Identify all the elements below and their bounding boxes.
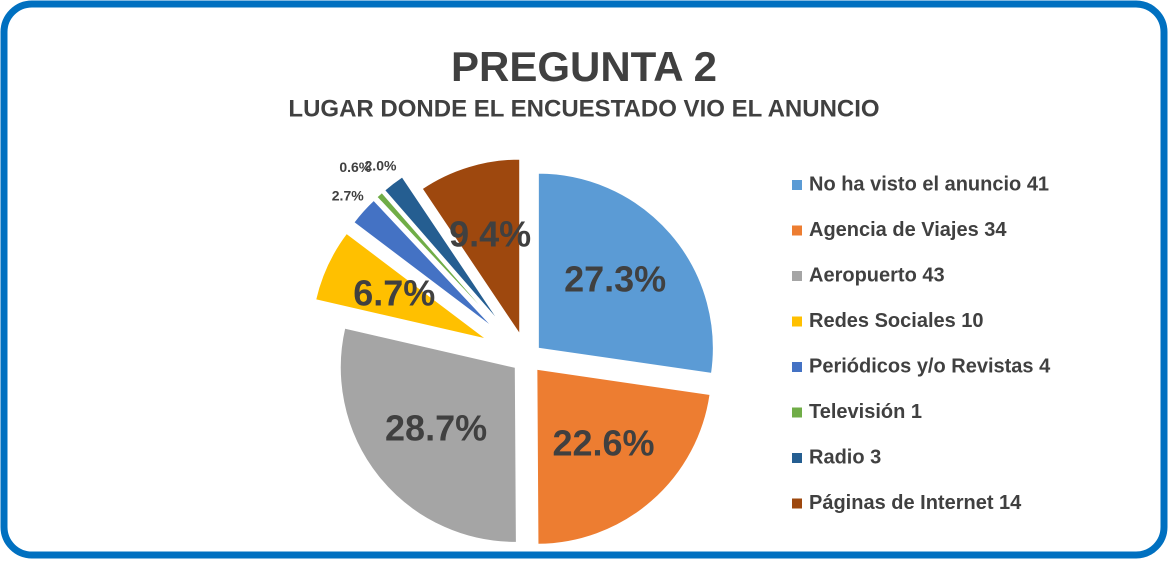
pie-slice — [315, 232, 487, 340]
legend-swatch — [792, 180, 802, 190]
legend-label: Páginas de Internet 14 — [809, 492, 1022, 514]
data-label: 22.6% — [552, 422, 654, 463]
pie-slice — [537, 172, 714, 374]
legend-label: Radio 3 — [809, 446, 881, 468]
data-label: 28.7% — [385, 407, 487, 448]
legend-swatch — [792, 271, 802, 281]
legend-label: Televisión 1 — [809, 401, 922, 423]
pie-slice — [536, 368, 711, 545]
pie-slice — [353, 199, 494, 329]
legend-label: Aeropuerto 43 — [809, 264, 945, 286]
data-label: 27.3% — [564, 258, 666, 299]
legend-swatch — [792, 225, 802, 236]
legend-label: Agencia de Viajes 34 — [809, 219, 1007, 241]
data-label: 0.6% — [339, 159, 371, 175]
pie-slice — [421, 158, 521, 336]
pie-slice — [376, 191, 498, 325]
pie-slice — [384, 176, 501, 323]
legend-swatch — [792, 362, 802, 372]
data-label: 2.0% — [365, 157, 397, 173]
chart-subtitle: LUGAR DONDE EL ENCUESTADO VIO EL ANUNCIO — [288, 95, 879, 122]
legend-label: Periódicos y/o Revistas 4 — [809, 355, 1051, 377]
pie-slice — [339, 327, 517, 543]
data-label: 6.7% — [353, 273, 435, 314]
legend-swatch — [792, 453, 802, 463]
legend-swatch — [792, 498, 802, 509]
chart-title: PREGUNTA 2 — [451, 43, 717, 90]
data-label: 2.7% — [332, 188, 364, 204]
legend-swatch — [792, 316, 802, 327]
legend-label: No ha visto el anuncio 41 — [809, 173, 1049, 195]
data-label: 9.4% — [449, 213, 531, 254]
legend-label: Redes Sociales 10 — [809, 310, 984, 332]
legend-swatch — [792, 407, 802, 418]
